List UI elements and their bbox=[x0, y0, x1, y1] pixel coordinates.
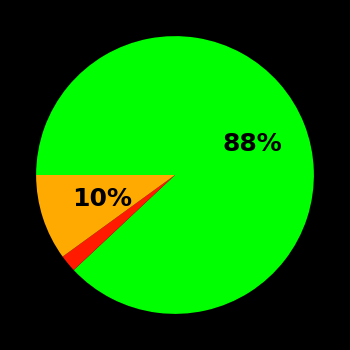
Text: 10%: 10% bbox=[72, 187, 132, 211]
Wedge shape bbox=[36, 175, 175, 257]
Wedge shape bbox=[36, 36, 314, 314]
Wedge shape bbox=[63, 175, 175, 270]
Text: 88%: 88% bbox=[223, 132, 282, 156]
